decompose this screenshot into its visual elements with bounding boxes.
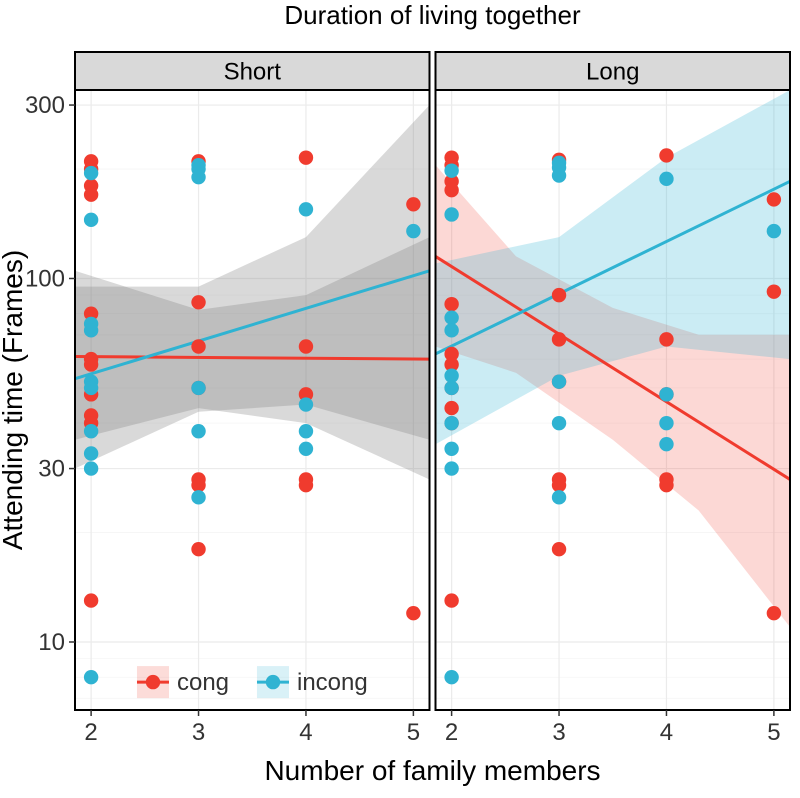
main-title: Duration of living together <box>284 0 581 30</box>
x-tick-label: 2 <box>84 719 97 746</box>
x-tick-label: 3 <box>192 719 205 746</box>
data-point <box>406 197 420 211</box>
data-point <box>767 284 781 298</box>
data-point <box>444 381 458 395</box>
data-point <box>767 192 781 206</box>
data-point <box>299 478 313 492</box>
x-tick-label: 5 <box>767 719 780 746</box>
data-point <box>444 183 458 197</box>
data-point <box>299 202 313 216</box>
data-point <box>444 593 458 607</box>
data-point <box>84 381 98 395</box>
data-point <box>444 670 458 684</box>
x-tick-label: 4 <box>660 719 673 746</box>
data-point <box>299 150 313 164</box>
y-axis-label: Attending time (Frames) <box>0 250 28 550</box>
data-point <box>191 339 205 353</box>
y-tick-label: 100 <box>25 265 65 292</box>
data-point <box>659 172 673 186</box>
data-point <box>444 461 458 475</box>
data-point <box>659 478 673 492</box>
data-point <box>444 323 458 337</box>
data-point <box>552 288 566 302</box>
data-point <box>191 542 205 556</box>
x-tick-label: 5 <box>407 719 420 746</box>
data-point <box>84 166 98 180</box>
data-point <box>659 332 673 346</box>
data-point <box>191 490 205 504</box>
x-tick-label: 4 <box>299 719 312 746</box>
data-point <box>84 188 98 202</box>
facet-label: Short <box>224 58 282 85</box>
data-point <box>767 224 781 238</box>
data-point <box>444 163 458 177</box>
data-point <box>84 213 98 227</box>
legend-key-point <box>266 675 280 689</box>
facet-label: Long <box>586 58 639 85</box>
legend-label: incong <box>297 669 368 696</box>
legend-key-point <box>146 675 160 689</box>
data-point <box>444 442 458 456</box>
panel <box>75 90 430 710</box>
data-point <box>659 416 673 430</box>
y-tick-label: 300 <box>25 92 65 119</box>
data-point <box>444 416 458 430</box>
data-point <box>84 323 98 337</box>
legend-label: cong <box>177 669 229 696</box>
data-point <box>552 168 566 182</box>
data-point <box>444 297 458 311</box>
x-tick-label: 2 <box>445 719 458 746</box>
data-point <box>299 397 313 411</box>
data-point <box>299 339 313 353</box>
faceted-chart: Duration of living together Number of fam… <box>0 0 800 798</box>
data-point <box>191 381 205 395</box>
y-tick-label: 10 <box>38 629 65 656</box>
chart-svg: Duration of living together Number of fam… <box>0 0 800 798</box>
data-point <box>299 442 313 456</box>
data-point <box>406 606 420 620</box>
data-point <box>84 670 98 684</box>
data-point <box>444 311 458 325</box>
data-point <box>191 424 205 438</box>
data-point <box>659 387 673 401</box>
data-point <box>444 207 458 221</box>
data-point <box>767 606 781 620</box>
data-point <box>191 295 205 309</box>
data-point <box>84 446 98 460</box>
data-point <box>84 461 98 475</box>
data-point <box>191 170 205 184</box>
data-point <box>552 375 566 389</box>
data-point <box>552 542 566 556</box>
data-point <box>299 424 313 438</box>
data-point <box>406 224 420 238</box>
y-tick-label: 30 <box>38 456 65 483</box>
x-tick-label: 3 <box>552 719 565 746</box>
data-point <box>84 593 98 607</box>
data-point <box>444 401 458 415</box>
data-point <box>552 490 566 504</box>
data-point <box>552 416 566 430</box>
data-point <box>84 424 98 438</box>
data-point <box>659 437 673 451</box>
data-point <box>659 148 673 162</box>
data-point <box>552 332 566 346</box>
data-point <box>84 357 98 371</box>
panel <box>436 90 791 710</box>
x-axis-label: Number of family members <box>264 755 600 786</box>
